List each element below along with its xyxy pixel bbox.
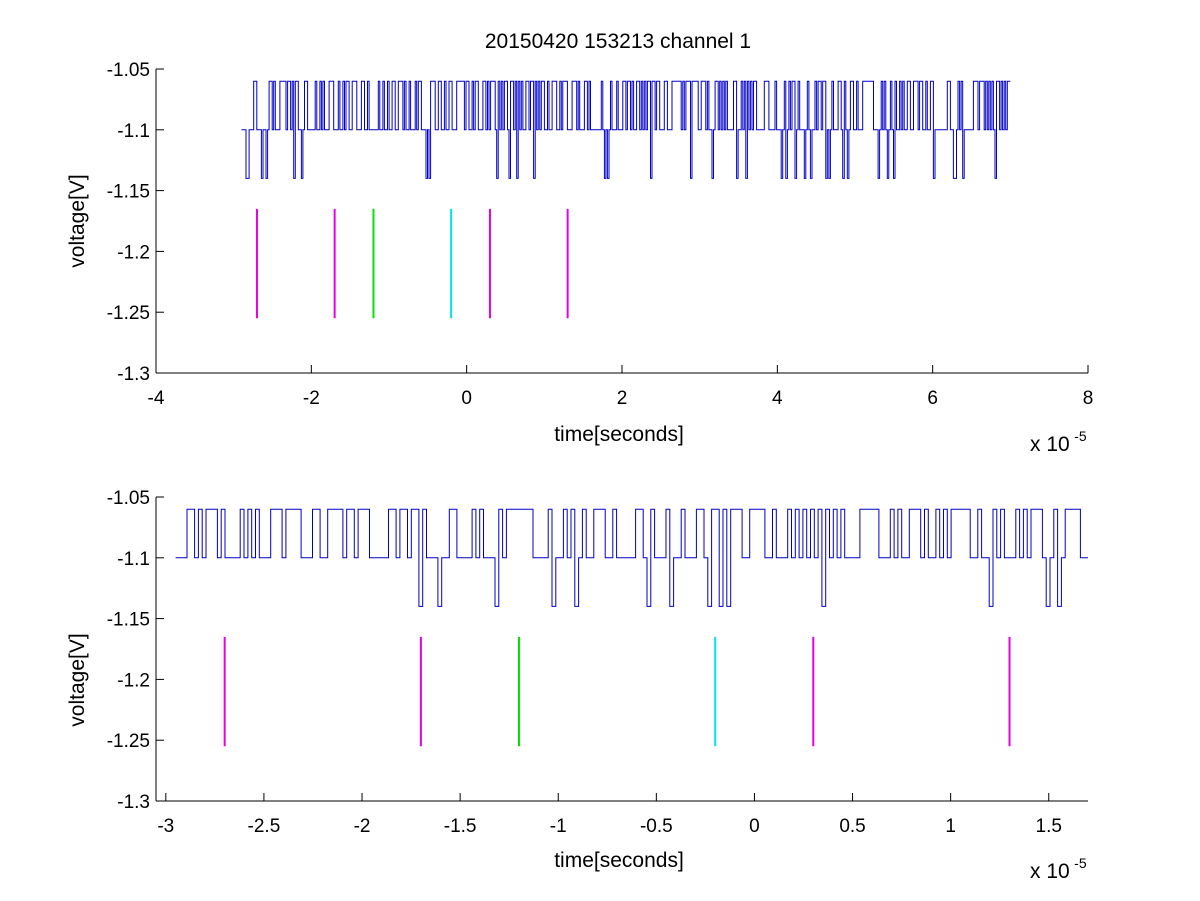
top-plot-y-tick-label: -1.05 — [107, 60, 150, 81]
top-plot-x-tick-label: -2 — [303, 388, 320, 409]
top-plot-x-tick-label: 6 — [927, 388, 938, 409]
bottom-plot-x-tick-label: -3 — [157, 816, 174, 837]
bottom-plot-axes: -3 -2.5 -2 -1.5 -1 -0.5 0 0.5 1 1.5 -1.3 -1.25 -1.2 -… — [107, 488, 1088, 837]
bottom-plot-x-tick-label: 0.5 — [839, 816, 865, 837]
top-plot-ylabel: voltage[V] — [66, 174, 89, 267]
bottom-plot-x-multiplier-base: x 10 — [1030, 860, 1070, 883]
bottom-plot-x-tick-label: 1.5 — [1036, 816, 1062, 837]
bottom-plot-y-tick-label: -1.3 — [117, 792, 150, 813]
top-plot-y-tick-label: -1.2 — [117, 242, 150, 263]
bottom-plot-x-tick-label: -0.5 — [640, 816, 673, 837]
bottom-plot-ylabel: voltage[V] — [66, 633, 89, 726]
bottom-plot-signal-trace — [175, 508, 1088, 607]
top-plot-x-tick-label: 8 — [1083, 388, 1094, 409]
top-plot-x-tick-label: 0 — [461, 388, 472, 409]
top-plot-x-tick-label: -4 — [148, 388, 165, 409]
top-plot-x-multiplier: x 10 -5 — [1030, 428, 1087, 456]
top-plot-y-tick-label: -1.25 — [107, 303, 150, 324]
bottom-plot-y-tick-label: -1.05 — [107, 488, 150, 509]
bottom-plot-markers — [223, 636, 1011, 747]
top-plot-y-tick-label: -1.3 — [117, 364, 150, 385]
top-plot-axes: -4 -2 0 2 4 6 8 -1.3 -1.25 -1.2 -1.15 -1.1 -1.05 — [107, 60, 1094, 409]
top-plot-x-multiplier-base: x 10 — [1030, 433, 1070, 456]
bottom-plot-y-tick-label: -1.2 — [117, 670, 150, 691]
bottom-plot-x-tick-label: -2 — [354, 816, 371, 837]
top-plot-title: 20150420 153213 channel 1 — [485, 30, 751, 53]
top-plot-y-tick-label: -1.15 — [107, 182, 150, 203]
top-plot-signal-trace — [241, 80, 1011, 179]
bottom-plot-x-tick-label: -1.5 — [444, 816, 477, 837]
bottom-plot-x-tick-label: 1 — [945, 816, 956, 837]
bottom-plot-x-tick-label: 0 — [749, 816, 760, 837]
bottom-plot-x-tick-label: -2.5 — [248, 816, 281, 837]
bottom-plot-x-multiplier: x 10 -5 — [1030, 855, 1087, 883]
bottom-plot-y-tick-label: -1.1 — [117, 549, 150, 570]
bottom-plot-y-tick-label: -1.15 — [107, 610, 150, 631]
top-plot-y-tick-label: -1.1 — [117, 121, 150, 142]
bottom-plot-signal — [175, 508, 1088, 607]
bottom-plot-y-tick-label: -1.25 — [107, 731, 150, 752]
top-plot-x-tick-label: 4 — [772, 388, 783, 409]
bottom-plot-x-multiplier-exponent: -5 — [1074, 855, 1087, 871]
top-plot-xlabel: time[seconds] — [554, 423, 684, 446]
top-plot-markers — [255, 208, 569, 319]
bottom-plot-x-tick-label: -1 — [550, 816, 567, 837]
top-plot: 20150420 153213 channel 1 time[seconds] … — [66, 30, 1093, 456]
top-plot-x-multiplier-exponent: -5 — [1074, 428, 1087, 444]
top-plot-signal — [241, 80, 1011, 179]
top-plot-x-tick-label: 2 — [617, 388, 628, 409]
bottom-plot: time[seconds] voltage[V] x 10 -5 -3 -2.5-… — [66, 488, 1088, 883]
bottom-plot-xlabel: time[seconds] — [554, 849, 684, 872]
